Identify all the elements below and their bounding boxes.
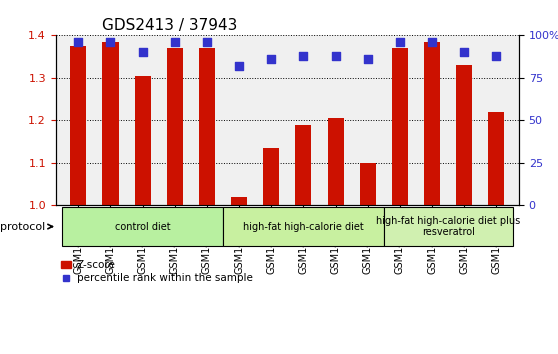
FancyBboxPatch shape bbox=[62, 207, 223, 246]
Point bbox=[299, 53, 308, 59]
Point bbox=[138, 50, 147, 55]
FancyBboxPatch shape bbox=[223, 207, 384, 246]
Bar bbox=[295, 125, 311, 205]
Text: high-fat high-calorie diet plus
resveratrol: high-fat high-calorie diet plus resverat… bbox=[376, 216, 520, 238]
Point bbox=[492, 53, 501, 59]
Point bbox=[235, 63, 244, 69]
Bar bbox=[70, 46, 86, 205]
Point bbox=[396, 39, 405, 45]
Point bbox=[363, 56, 372, 62]
Text: control diet: control diet bbox=[115, 222, 170, 232]
Text: high-fat high-calorie diet: high-fat high-calorie diet bbox=[243, 222, 364, 232]
Bar bbox=[424, 42, 440, 205]
Point bbox=[106, 39, 115, 45]
Point bbox=[74, 39, 83, 45]
Text: GDS2413 / 37943: GDS2413 / 37943 bbox=[102, 18, 238, 33]
Legend: Z-score, percentile rank within the sample: Z-score, percentile rank within the samp… bbox=[61, 260, 253, 283]
Bar bbox=[392, 48, 408, 205]
Bar bbox=[488, 112, 504, 205]
Bar bbox=[103, 42, 118, 205]
Bar bbox=[134, 76, 151, 205]
Point bbox=[331, 53, 340, 59]
FancyBboxPatch shape bbox=[384, 207, 512, 246]
Bar bbox=[328, 118, 344, 205]
Point bbox=[203, 39, 211, 45]
Bar bbox=[167, 48, 183, 205]
Text: protocol: protocol bbox=[0, 222, 52, 232]
Bar bbox=[456, 65, 472, 205]
Bar bbox=[199, 48, 215, 205]
Point bbox=[427, 39, 436, 45]
Bar bbox=[360, 163, 376, 205]
Point bbox=[267, 56, 276, 62]
Point bbox=[170, 39, 179, 45]
Bar bbox=[263, 148, 280, 205]
Bar bbox=[231, 197, 247, 205]
Point bbox=[460, 50, 469, 55]
